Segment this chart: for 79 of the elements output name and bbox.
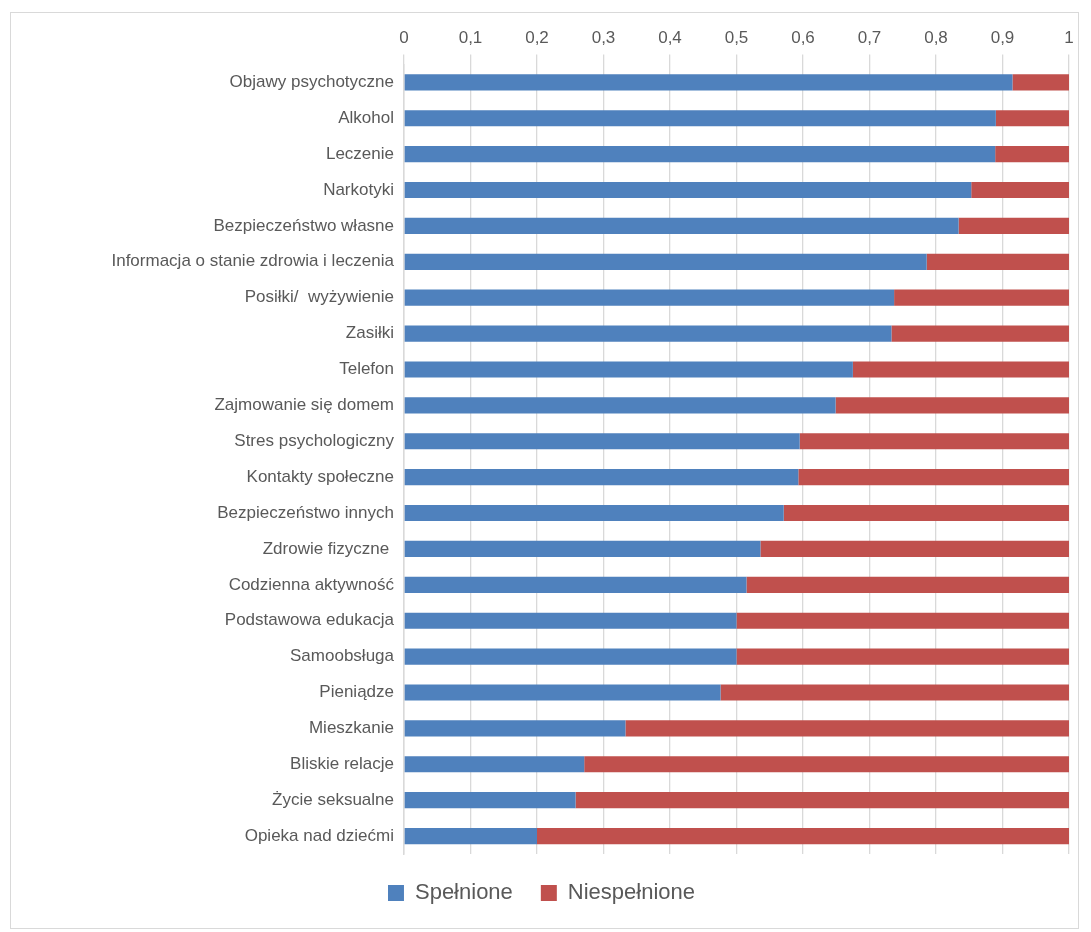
bar bbox=[798, 469, 1069, 486]
y-tick-label: Codzienna aktywność bbox=[228, 574, 395, 594]
bar bbox=[926, 253, 1069, 270]
bar bbox=[404, 146, 996, 163]
bar bbox=[894, 289, 1069, 306]
y-tick-label: Podstawowa edukacja bbox=[224, 610, 395, 630]
bar bbox=[746, 576, 1069, 593]
x-tick-label: 0,3 bbox=[591, 27, 616, 47]
y-tick-label: Opieka nad dziećmi bbox=[244, 825, 394, 845]
x-tick-label: 0 bbox=[399, 27, 409, 47]
bar bbox=[537, 827, 1069, 845]
y-tick-label: Samoobsługa bbox=[290, 646, 395, 666]
y-tick-label: Posiłki/ wyżywienie bbox=[244, 287, 394, 307]
bar bbox=[404, 648, 737, 665]
y-tick-label: Zdrowie fizyczne bbox=[262, 538, 394, 558]
y-tick-label: Życie seksualne bbox=[272, 789, 394, 809]
bar bbox=[404, 217, 959, 234]
x-tick-label: 0,6 bbox=[791, 27, 815, 47]
bar bbox=[584, 756, 1069, 773]
bar bbox=[404, 469, 799, 486]
bar bbox=[404, 253, 927, 270]
bar bbox=[995, 110, 1069, 127]
bar bbox=[404, 792, 576, 809]
y-tick-label: Pieniądze bbox=[319, 682, 394, 702]
bar bbox=[891, 325, 1069, 342]
bar bbox=[404, 540, 761, 557]
y-tick-label: Bezpieczeństwo własne bbox=[213, 215, 394, 235]
y-tick-label: Narkotyki bbox=[323, 179, 394, 199]
bar bbox=[852, 361, 1069, 378]
x-tick-label: 0,5 bbox=[724, 27, 749, 47]
y-tick-label: Mieszkanie bbox=[308, 718, 394, 738]
bar bbox=[625, 720, 1069, 737]
bar bbox=[404, 433, 800, 450]
bar bbox=[404, 110, 996, 127]
bar bbox=[404, 325, 892, 342]
bar bbox=[404, 289, 895, 306]
bar bbox=[783, 504, 1069, 522]
legend-label: Niespełnione bbox=[567, 879, 696, 905]
legend-label: Spełnione bbox=[414, 879, 513, 905]
bar bbox=[404, 720, 626, 737]
bar bbox=[995, 146, 1069, 163]
y-tick-label: Telefon bbox=[339, 359, 394, 379]
y-tick-label: Bliskie relacje bbox=[290, 753, 394, 773]
y-tick-label: Zajmowanie się domem bbox=[214, 395, 394, 415]
bar bbox=[404, 576, 747, 593]
bar bbox=[736, 648, 1069, 665]
x-tick-label: 0,1 bbox=[458, 27, 483, 47]
x-tick-label: 0,4 bbox=[658, 27, 682, 47]
bar bbox=[736, 612, 1069, 629]
bar bbox=[575, 792, 1069, 809]
y-tick-label: Bezpieczeństwo innych bbox=[217, 502, 394, 522]
bar bbox=[720, 684, 1069, 701]
bar bbox=[971, 181, 1069, 199]
bar bbox=[835, 397, 1069, 414]
x-tick-label: 1 bbox=[1064, 27, 1074, 47]
x-tick-label: 0,9 bbox=[990, 27, 1015, 47]
bar bbox=[1012, 74, 1069, 91]
x-tick-label: 0,7 bbox=[857, 27, 882, 47]
y-tick-label: Kontakty społeczne bbox=[246, 466, 394, 486]
bar bbox=[799, 433, 1069, 450]
y-tick-label: Stres psychologiczny bbox=[234, 430, 395, 450]
bar bbox=[404, 181, 972, 199]
y-tick-label: Alkohol bbox=[338, 107, 394, 127]
bar bbox=[404, 827, 537, 845]
x-tick-label: 0,2 bbox=[525, 27, 549, 47]
y-tick-label: Informacja o stanie zdrowia i leczenia bbox=[111, 251, 395, 271]
bar bbox=[404, 756, 585, 773]
y-tick-label: Objawy psychotyczne bbox=[229, 72, 394, 92]
bar bbox=[760, 540, 1069, 557]
bar bbox=[404, 74, 1013, 91]
bar bbox=[958, 217, 1069, 234]
bar bbox=[404, 504, 784, 522]
y-tick-label: Zasiłki bbox=[345, 323, 394, 343]
x-tick-label: 0,8 bbox=[924, 27, 948, 47]
bar bbox=[404, 612, 737, 629]
bar bbox=[404, 397, 836, 414]
bar bbox=[404, 361, 853, 378]
bar bbox=[404, 684, 721, 701]
y-tick-label: Leczenie bbox=[325, 143, 394, 163]
